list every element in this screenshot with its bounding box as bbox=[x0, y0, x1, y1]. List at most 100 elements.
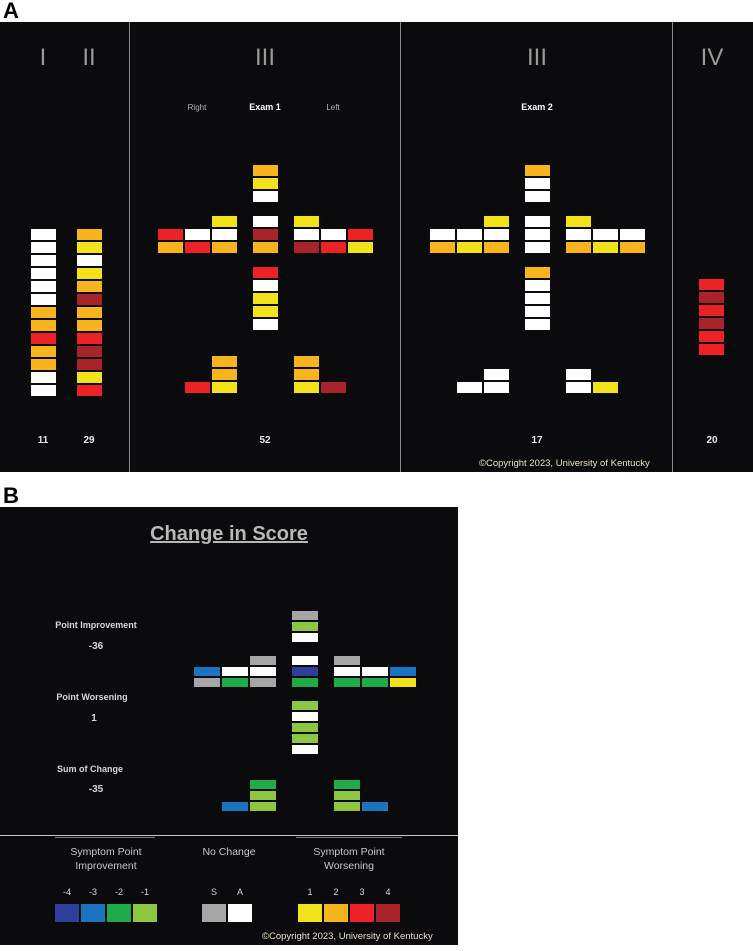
left-leg-cell bbox=[564, 381, 592, 394]
right-arm-cell bbox=[482, 215, 510, 228]
section-ii-cell bbox=[76, 293, 103, 306]
left-foot-cell bbox=[591, 381, 619, 394]
head-cell bbox=[251, 190, 279, 203]
lower-back-cell bbox=[291, 722, 319, 733]
left-arm-cell bbox=[292, 241, 320, 254]
right-side-label: Right bbox=[187, 103, 207, 112]
torso-cell bbox=[291, 677, 319, 688]
left-arm-cell bbox=[292, 215, 320, 228]
left-side-label: Left bbox=[326, 103, 340, 112]
section-i-cell bbox=[30, 267, 57, 280]
left-arm-cell bbox=[618, 241, 646, 254]
torso-cell bbox=[291, 666, 319, 677]
left-leg-cell bbox=[333, 790, 361, 801]
legend-improvement-title-line1: Symptom Point bbox=[70, 846, 142, 858]
right-leg-cell bbox=[210, 355, 238, 368]
lower-back-cell bbox=[523, 305, 551, 318]
section-ii-cell bbox=[76, 358, 103, 371]
right-arm-cell bbox=[455, 241, 483, 254]
section-i-cell bbox=[30, 371, 57, 384]
left-leg-cell bbox=[292, 368, 320, 381]
legend-worsening-tick: 2 bbox=[333, 887, 339, 897]
legend-nochange-tick: S bbox=[210, 887, 218, 897]
copyright-b: ©Copyright 2023, University of Kentucky bbox=[262, 931, 433, 942]
legend-nochange-swatch bbox=[227, 903, 253, 923]
right-arm-cell bbox=[455, 228, 483, 241]
right-leg-cell bbox=[482, 381, 510, 394]
section-ii-cell bbox=[76, 384, 103, 397]
legend-worsening-title-line2: Worsening bbox=[323, 860, 374, 872]
right-arm-cell bbox=[156, 228, 184, 241]
point-improvement-value: -36 bbox=[88, 641, 104, 652]
left-arm-cell bbox=[389, 677, 417, 688]
left-arm-cell bbox=[361, 666, 389, 677]
legend-improvement-tick: -1 bbox=[140, 887, 150, 897]
section-ii-cell bbox=[76, 345, 103, 358]
right-leg-cell bbox=[249, 790, 277, 801]
right-leg-cell bbox=[249, 801, 277, 812]
left-arm-cell bbox=[361, 677, 389, 688]
section-i-cell bbox=[30, 228, 57, 241]
exam-2-title: Exam 2 bbox=[521, 102, 553, 112]
section-iv-cell bbox=[698, 317, 725, 330]
section-label-iii-exam1: III bbox=[254, 44, 276, 71]
head-cell bbox=[251, 177, 279, 190]
right-leg-cell bbox=[249, 779, 277, 790]
torso-cell bbox=[251, 215, 279, 228]
left-leg-cell bbox=[292, 381, 320, 394]
left-leg-cell bbox=[333, 779, 361, 790]
left-arm-cell bbox=[333, 677, 361, 688]
torso-cell bbox=[291, 655, 319, 666]
total-ii: 29 bbox=[83, 435, 95, 446]
left-foot-cell bbox=[319, 381, 347, 394]
lower-back-cell bbox=[291, 700, 319, 711]
legend-improvement-tick: -3 bbox=[88, 887, 98, 897]
total-i: 11 bbox=[37, 435, 49, 446]
left-arm-cell bbox=[292, 228, 320, 241]
section-ii-cell bbox=[76, 267, 103, 280]
left-arm-cell bbox=[346, 241, 374, 254]
lower-back-cell bbox=[251, 292, 279, 305]
torso-cell bbox=[251, 228, 279, 241]
legend-worsening-swatch bbox=[349, 903, 375, 923]
left-arm-cell bbox=[319, 241, 347, 254]
lower-back-cell bbox=[251, 318, 279, 331]
section-iv-cell bbox=[698, 304, 725, 317]
left-arm-cell bbox=[333, 666, 361, 677]
legend-worsening-tick: 1 bbox=[307, 887, 313, 897]
sum-of-change-value: -35 bbox=[88, 784, 104, 795]
lower-back-cell bbox=[291, 733, 319, 744]
change-in-score-title: Change in Score bbox=[150, 523, 308, 545]
legend-improvement-tick: -4 bbox=[62, 887, 72, 897]
right-arm-cell bbox=[482, 241, 510, 254]
right-foot-cell bbox=[455, 381, 483, 394]
legend-worsening-title: Symptom Point Worsening bbox=[313, 845, 384, 873]
legend-nochange-tick: A bbox=[236, 887, 244, 897]
right-arm-cell bbox=[249, 677, 277, 688]
right-arm-cell bbox=[221, 677, 249, 688]
head-cell bbox=[523, 164, 551, 177]
legend-improvement-tick: -2 bbox=[114, 887, 124, 897]
head-cell bbox=[291, 621, 319, 632]
head-cell bbox=[291, 610, 319, 621]
right-arm-cell bbox=[210, 215, 238, 228]
lower-back-cell bbox=[291, 711, 319, 722]
left-leg-cell bbox=[292, 355, 320, 368]
section-i-cell bbox=[30, 293, 57, 306]
sum-of-change-label: Sum of Change bbox=[56, 764, 124, 774]
left-foot-cell bbox=[361, 801, 389, 812]
left-arm-cell bbox=[346, 228, 374, 241]
legend-improvement-swatch bbox=[106, 903, 132, 923]
torso-cell bbox=[523, 215, 551, 228]
torso-cell bbox=[523, 228, 551, 241]
right-arm-cell bbox=[193, 666, 221, 677]
right-arm-cell bbox=[193, 677, 221, 688]
panel-a: I II III III IV Right Exam 1 Left Exam 2… bbox=[0, 22, 753, 472]
legend-separator bbox=[0, 835, 458, 836]
section-ii-cell bbox=[76, 306, 103, 319]
left-arm-cell bbox=[319, 228, 347, 241]
right-arm-cell bbox=[210, 228, 238, 241]
panel-b-letter: B bbox=[3, 483, 19, 508]
right-arm-cell bbox=[156, 241, 184, 254]
head-cell bbox=[251, 164, 279, 177]
